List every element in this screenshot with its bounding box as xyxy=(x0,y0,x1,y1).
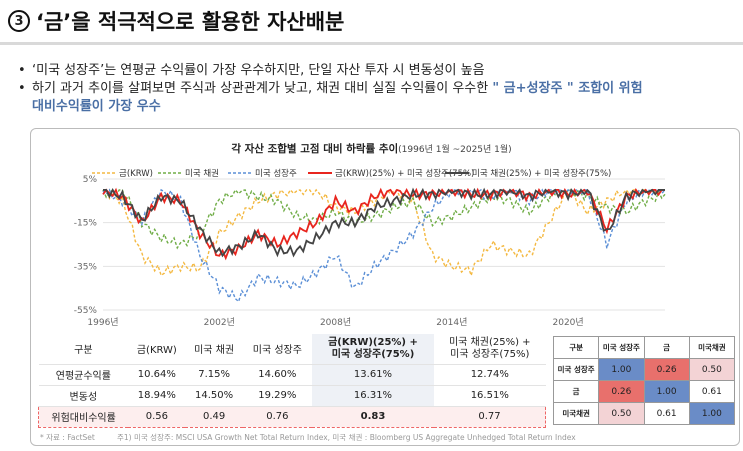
correlation-table: 구분 미국 성장주 금 미국채권 미국 성장주 1.00 0.26 0.50 금 0.26 1.00… xyxy=(552,336,736,425)
legend-label: 금(KRW)(25%) + 미국 성장주(75%) xyxy=(335,168,474,179)
x-tick-label: 1996년 xyxy=(87,317,118,328)
table-cell: 0.77 xyxy=(434,405,547,428)
corr-row: 금 0.26 1.00 0.61 xyxy=(552,380,736,403)
section-number: 3 xyxy=(8,10,30,32)
table-cell: 10.64% xyxy=(128,364,186,386)
table-cell: 7.15% xyxy=(185,364,243,386)
legend-label: 미국 채권(25%) + 미국 성장주(75%) xyxy=(472,168,611,179)
row-label: 연평균수익률 xyxy=(38,364,129,386)
page-title: ‘금’을 적극적으로 활용한 자산배분 xyxy=(36,10,345,34)
x-tick-label: 2020년 xyxy=(553,317,584,328)
bullet-highlight: 대비수익률이 가장 우수 xyxy=(32,99,161,114)
corr-row-label: 미국채권 xyxy=(552,402,600,425)
corr-cell: 0.50 xyxy=(688,358,736,381)
corr-column-header: 구분 xyxy=(552,336,600,359)
table-cell: 16.31% xyxy=(311,385,435,407)
table-header-row: 구분 금(KRW) 미국 채권 미국 성장주 금(KRW)(25%) + 미국 성장주(… xyxy=(38,334,546,365)
bullet-highlight: " 금+성장주 " 조합이 위험 xyxy=(492,81,643,96)
corr-cell: 1.00 xyxy=(598,358,645,381)
column-header: 금(KRW) xyxy=(128,334,186,365)
source-note: * 자료 : FactSet xyxy=(40,433,95,442)
table-row: 변동성 18.94% 14.50% 19.29% 16.31% 16.51% xyxy=(38,385,546,407)
chart-panel xyxy=(30,128,740,446)
y-tick-label: -55% xyxy=(74,306,98,316)
table-cell: 18.94% xyxy=(128,385,186,407)
column-header: 미국 채권(25%) + 미국 성장주(75%) xyxy=(434,334,546,365)
y-tick-label: 5% xyxy=(83,175,98,185)
corr-cell: 0.50 xyxy=(598,402,645,425)
corr-row-label: 미국 성장주 xyxy=(552,358,600,381)
corr-cell: 1.00 xyxy=(688,402,736,425)
table-cell: 0.56 xyxy=(128,405,186,428)
y-tick-label: -35% xyxy=(74,262,98,272)
series-line xyxy=(102,187,665,261)
corr-cell: 0.61 xyxy=(688,380,736,403)
column-header: 미국 성장주 xyxy=(242,334,312,365)
corr-row-label: 금 xyxy=(552,380,600,403)
corr-column-header: 금 xyxy=(643,336,690,359)
series-line xyxy=(103,187,665,258)
corr-cell: 0.26 xyxy=(643,358,690,381)
row-label: 위험대비수익률 xyxy=(38,405,129,428)
section-header: 3 ‘금’을 적극적으로 활용한 자산배분 xyxy=(8,6,344,36)
bullet-text: ‘미국 성장주’는 연평균 수익률이 가장 우수하지만, 단일 자산 투자 시 … xyxy=(32,63,485,78)
table-cell: 14.50% xyxy=(185,385,243,407)
footnote: 주1) 미국 성장주: MSCI USA Growth Net Total Re… xyxy=(117,433,576,442)
table-row: 연평균수익률 10.64% 7.15% 14.60% 13.61% 12.74% xyxy=(38,364,546,386)
corr-header-row: 구분 미국 성장주 금 미국채권 xyxy=(552,336,736,359)
table-cell: 0.76 xyxy=(242,405,312,428)
table-cell: 16.51% xyxy=(434,385,546,407)
x-tick-label: 2008년 xyxy=(320,317,351,328)
corr-column-header: 미국 성장주 xyxy=(598,336,645,359)
table-cell: 12.74% xyxy=(434,364,546,386)
performance-table: 구분 금(KRW) 미국 채권 미국 성장주 금(KRW)(25%) + 미국 성장주(… xyxy=(38,334,547,428)
corr-cell: 1.00 xyxy=(643,380,690,403)
x-tick-label: 2002년 xyxy=(204,317,235,328)
x-tick-label: 2014년 xyxy=(436,317,467,328)
column-header: 미국 채권 xyxy=(185,334,243,365)
chart-subtitle: (1996년 1월 ~2025년 1월) xyxy=(398,145,512,155)
divider xyxy=(0,42,743,45)
table-cell: 0.49 xyxy=(185,405,243,428)
bullet-text: 하기 과거 추이를 살펴보면 주식과 상관관계가 낮고, 채권 대비 실질 수익… xyxy=(32,81,493,96)
corr-row: 미국채권 0.50 0.61 1.00 xyxy=(552,402,736,425)
table-cell: 14.60% xyxy=(242,364,312,386)
column-header: 구분 xyxy=(38,334,129,365)
legend-label: 금(KRW) xyxy=(119,169,153,179)
series-line xyxy=(103,188,665,278)
series-line xyxy=(102,188,666,303)
table-cell: 13.61% xyxy=(311,364,435,386)
table-cell: 0.83 xyxy=(311,405,435,428)
row-label: 변동성 xyxy=(38,385,129,407)
table-cell: 19.29% xyxy=(242,385,312,407)
corr-column-header: 미국채권 xyxy=(688,336,736,359)
column-header: 금(KRW)(25%) + 미국 성장주(75%) xyxy=(311,334,435,365)
legend-label: 미국 성장주 xyxy=(255,168,297,179)
y-tick-label: -15% xyxy=(74,219,98,229)
corr-cell: 0.26 xyxy=(598,380,645,403)
table-row: 위험대비수익률 0.56 0.49 0.76 0.83 0.77 xyxy=(38,405,547,428)
legend-label: 미국 채권 xyxy=(185,168,219,179)
chart-title-text: 각 자산 조합별 고점 대비 하락률 추이 xyxy=(231,143,399,155)
corr-cell: 0.61 xyxy=(643,402,690,425)
chart-title: 각 자산 조합별 고점 대비 하락률 추이(1996년 1월 ~2025년 1월… xyxy=(0,141,743,156)
bullet-1: • ‘미국 성장주’는 연평균 수익률이 가장 우수하지만, 단일 자산 투자 시… xyxy=(18,63,485,78)
corr-row: 미국 성장주 1.00 0.26 0.50 xyxy=(552,358,736,381)
bullet-2: • 하기 과거 추이를 살펴보면 주식과 상관관계가 낮고, 채권 대비 실질 수… xyxy=(18,81,643,114)
